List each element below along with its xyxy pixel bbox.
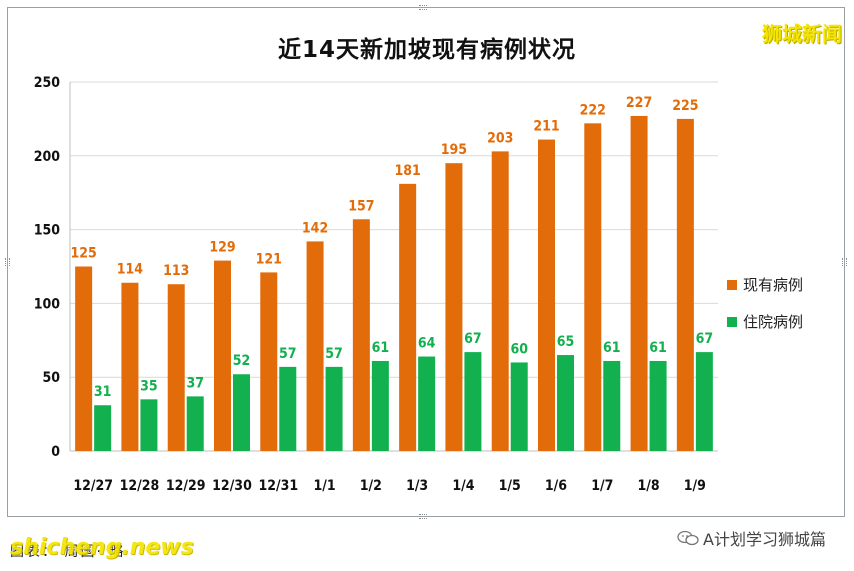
data-label-current: 113 — [163, 263, 189, 279]
bar-current — [214, 260, 231, 451]
x-tick-label: 12/27 — [73, 478, 113, 494]
data-label-hospitalized: 57 — [279, 346, 297, 362]
chart-title: 近14天新加坡现有病例状况 — [277, 37, 576, 63]
bar-current — [630, 115, 648, 451]
bar-hospitalized — [371, 360, 389, 451]
data-label-hospitalized: 67 — [696, 331, 714, 347]
footer-source: 图表： 周国· 略 — [10, 544, 126, 560]
data-label-current: 211 — [533, 119, 559, 135]
data-label-hospitalized: 61 — [649, 340, 667, 356]
bar-hospitalized — [695, 352, 713, 451]
data-label-hospitalized: 61 — [603, 340, 621, 356]
wechat-account[interactable]: A计划学习狮城篇 — [677, 526, 826, 550]
data-label-hospitalized: 31 — [94, 384, 112, 400]
x-tick-label: 12/29 — [166, 478, 206, 494]
x-tick-label: 1/1 — [314, 478, 336, 494]
x-tick-label: 12/30 — [212, 478, 252, 494]
data-label-hospitalized: 61 — [372, 340, 390, 356]
data-label-current: 203 — [487, 130, 513, 146]
bar-current — [399, 183, 417, 451]
x-tick-label: 12/31 — [258, 478, 298, 494]
data-label-hospitalized: 60 — [510, 341, 528, 357]
data-label-hospitalized: 37 — [186, 375, 204, 391]
bar-hospitalized — [94, 405, 112, 451]
y-tick-label: 250 — [34, 75, 61, 91]
bar-hospitalized — [279, 366, 297, 451]
data-label-current: 129 — [209, 240, 235, 256]
legend-item-hospitalized: 住院病例 — [727, 303, 803, 340]
data-label-current: 142 — [302, 220, 328, 236]
data-label-hospitalized: 67 — [464, 331, 482, 347]
y-tick-label: 200 — [34, 149, 61, 165]
data-label-hospitalized: 52 — [233, 353, 251, 369]
x-tick-label: 1/8 — [638, 478, 660, 494]
bar-current — [306, 241, 324, 451]
data-label-current: 227 — [626, 95, 652, 111]
x-tick-label: 12/28 — [120, 478, 160, 494]
bar-current — [491, 151, 509, 451]
bar-current — [676, 118, 694, 452]
bar-current — [75, 266, 93, 451]
legend-label-current: 现有病例 — [743, 276, 804, 294]
legend-swatch-current — [727, 279, 737, 290]
bar-hospitalized — [649, 360, 667, 451]
bar-hospitalized — [510, 362, 528, 451]
data-label-current: 225 — [672, 98, 698, 114]
legend: 现有病例 住院病例 — [727, 266, 803, 340]
wechat-account-name: A计划学习狮城篇 — [703, 530, 826, 549]
x-tick-label: 1/7 — [591, 478, 613, 494]
data-label-current: 114 — [117, 262, 144, 278]
bar-hospitalized — [140, 399, 158, 451]
footer-watermark: shicheng.news — [10, 535, 194, 560]
bar-current — [121, 282, 139, 451]
data-label-current: 121 — [256, 251, 282, 267]
x-tick-label: 1/3 — [406, 478, 428, 494]
bar-current — [584, 123, 602, 451]
data-label-current: 125 — [70, 246, 96, 262]
data-label-current: 222 — [580, 102, 606, 118]
bar-hospitalized — [464, 352, 482, 451]
bar-current — [260, 272, 278, 451]
bar-current — [445, 163, 463, 451]
data-label-current: 195 — [441, 142, 467, 158]
data-label-hospitalized: 35 — [140, 378, 158, 394]
y-tick-label: 150 — [34, 223, 61, 239]
resize-handle-top[interactable] — [419, 5, 427, 10]
bar-current — [167, 284, 185, 451]
x-tick-label: 1/6 — [545, 478, 567, 494]
bar-hospitalized — [557, 355, 574, 451]
data-label-current: 157 — [348, 198, 374, 214]
legend-item-current: 现有病例 — [727, 266, 803, 303]
data-label-hospitalized: 64 — [418, 336, 436, 352]
bar-hospitalized — [186, 396, 204, 451]
y-tick-label: 50 — [42, 370, 60, 386]
bar-hospitalized — [418, 356, 436, 451]
resize-handle-left[interactable] — [5, 258, 10, 266]
x-tick-label: 1/5 — [499, 478, 521, 494]
data-label-hospitalized: 57 — [325, 346, 343, 362]
bar-hospitalized — [233, 374, 250, 451]
wechat-icon — [677, 530, 699, 546]
data-label-hospitalized: 65 — [557, 334, 575, 350]
y-tick-label: 100 — [34, 296, 61, 312]
y-tick-label: 0 — [51, 444, 60, 460]
brand-logo: 狮城新闻 — [762, 22, 842, 46]
legend-label-hospitalized: 住院病例 — [743, 313, 804, 331]
data-label-current: 181 — [394, 163, 420, 179]
resize-handle-bottom[interactable] — [419, 514, 427, 519]
resize-handle-right[interactable] — [842, 258, 847, 266]
x-tick-label: 1/4 — [452, 478, 474, 494]
x-tick-label: 1/2 — [360, 478, 382, 494]
x-tick-label: 1/9 — [684, 478, 706, 494]
bar-hospitalized — [325, 366, 343, 451]
bar-current — [352, 219, 370, 451]
bar-hospitalized — [603, 360, 621, 451]
legend-swatch-hospitalized — [727, 316, 737, 327]
bar-current — [538, 139, 555, 451]
